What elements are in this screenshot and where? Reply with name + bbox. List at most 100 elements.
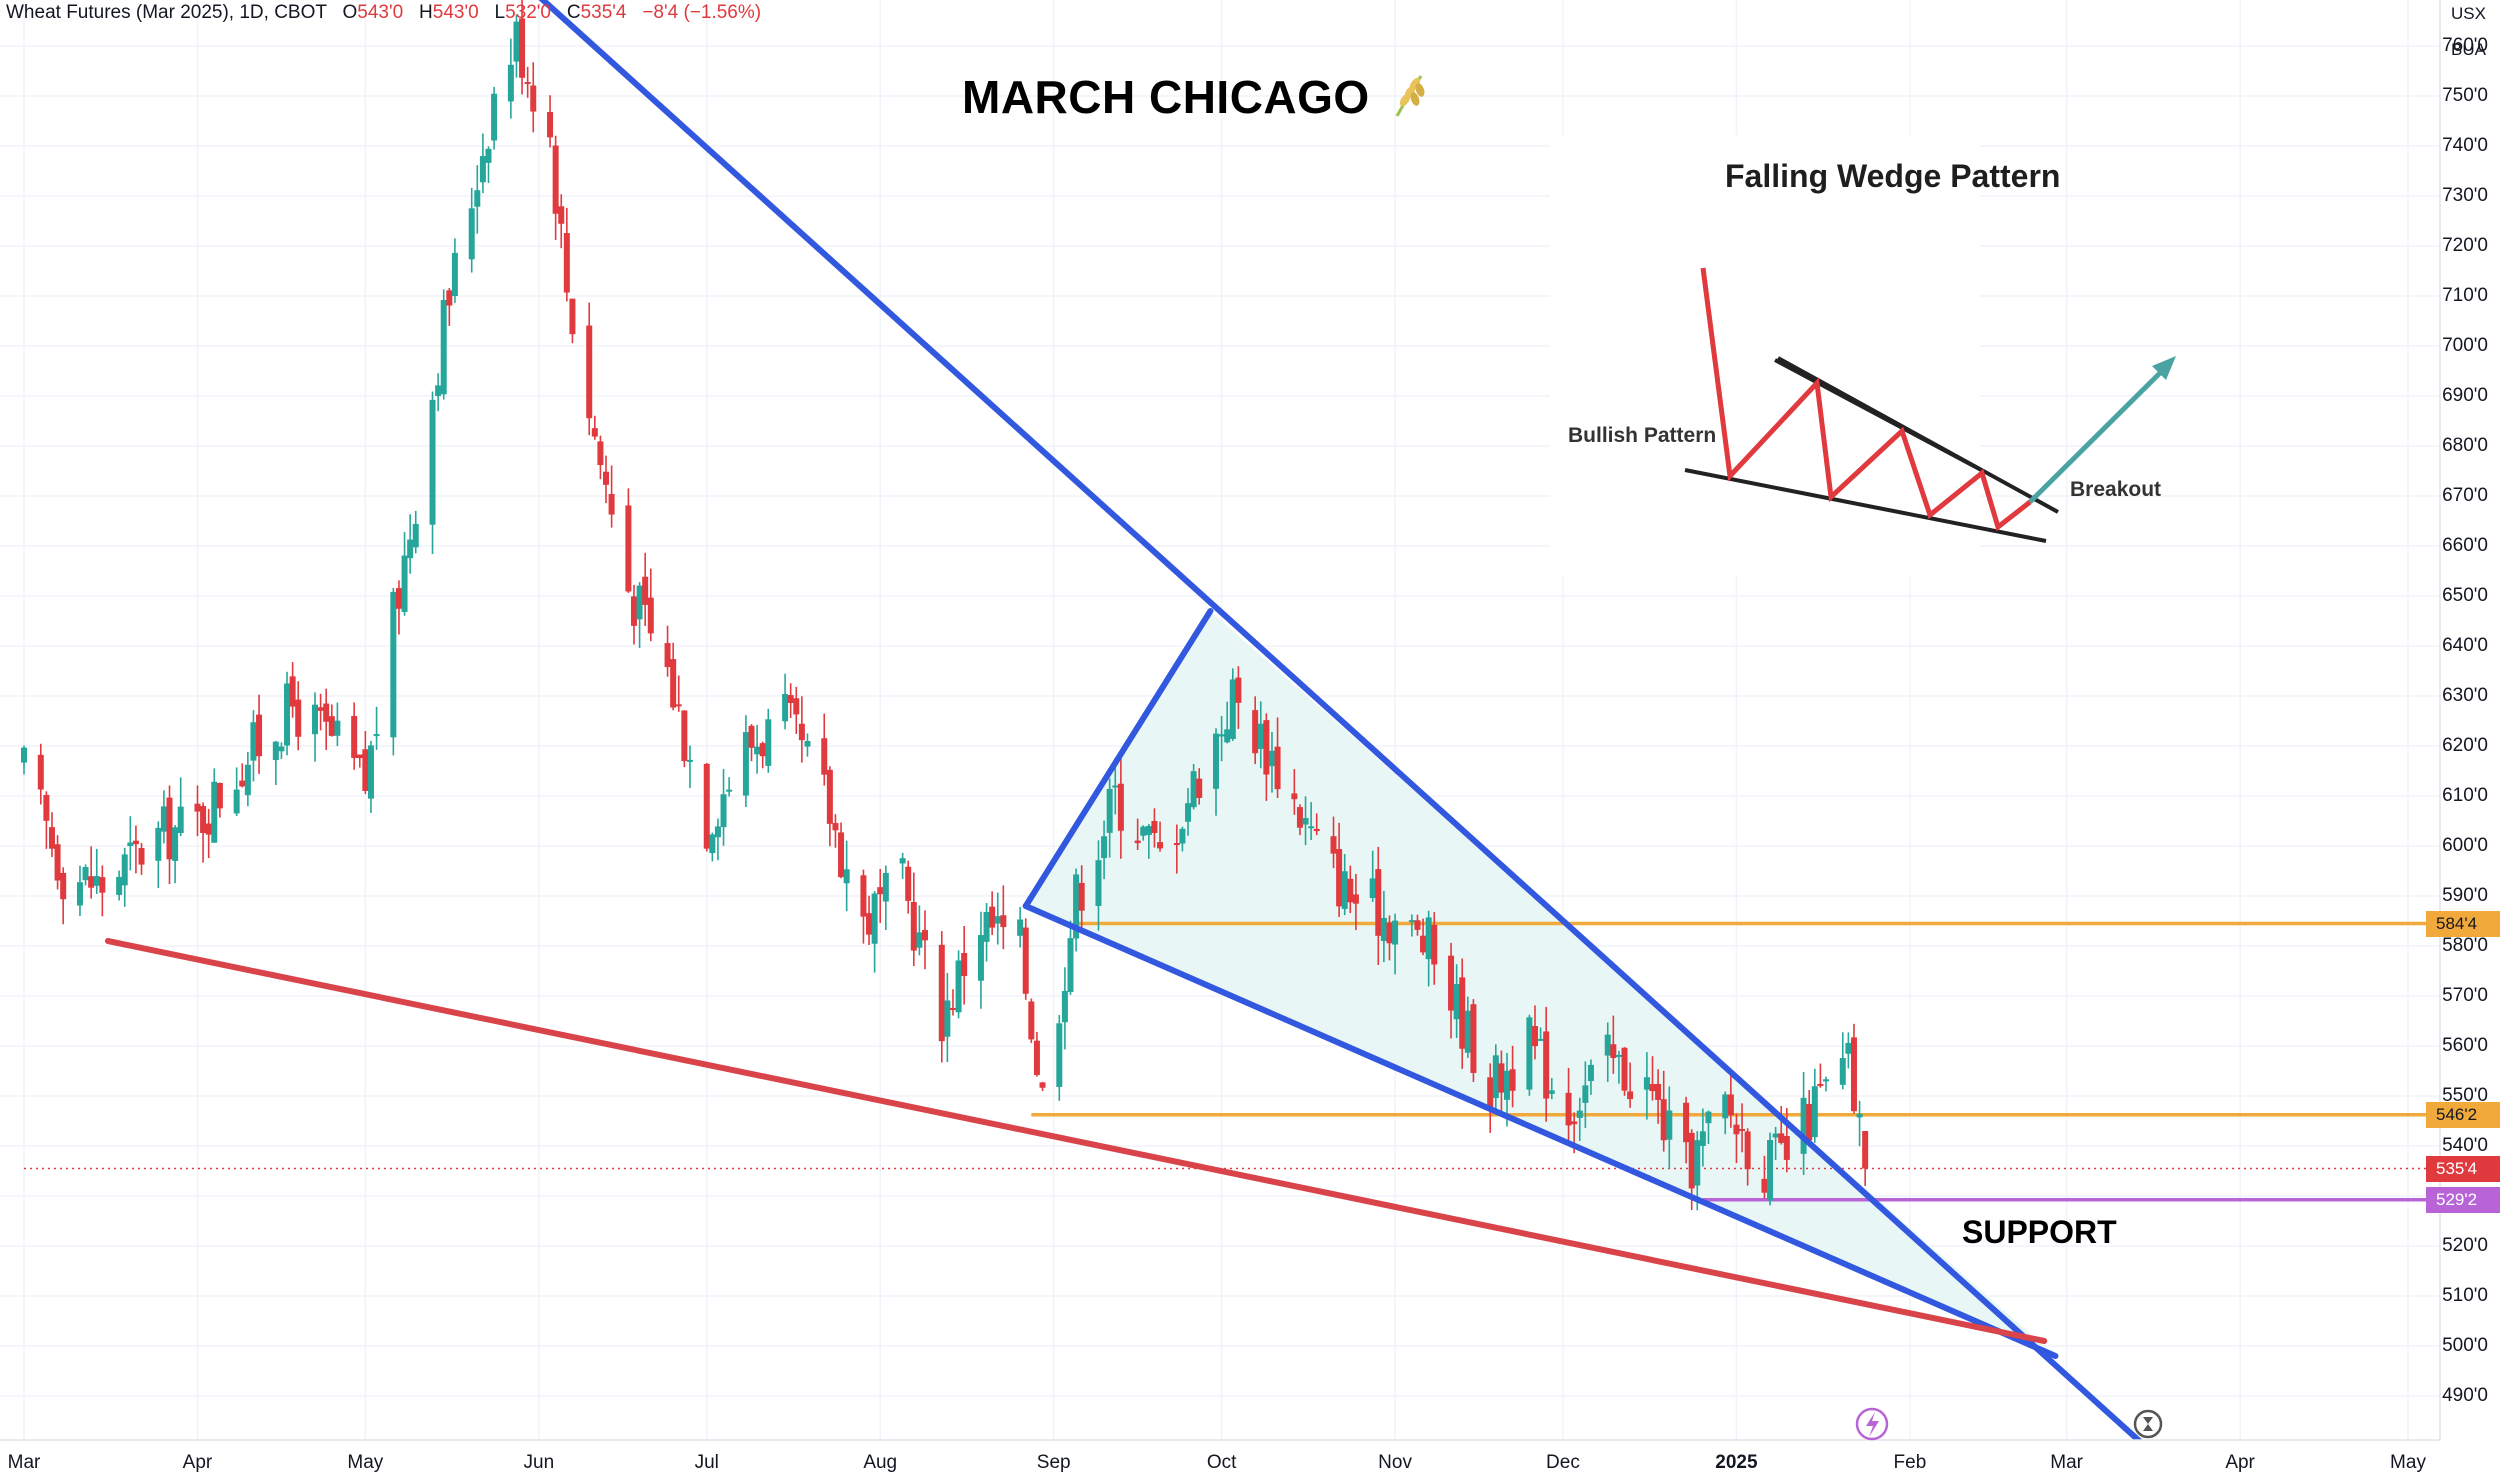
- candle-body: [356, 754, 363, 759]
- y-tick-label: 580'0: [2442, 935, 2488, 956]
- candle-body: [1039, 1082, 1046, 1088]
- candle-body: [798, 723, 805, 741]
- y-tick-label: 690'0: [2442, 385, 2488, 406]
- candle-body: [116, 876, 123, 895]
- trend-wedge-upper: [538, 0, 2143, 1444]
- candle-body: [211, 781, 218, 843]
- candle-body: [60, 872, 67, 900]
- candle-body: [944, 1000, 951, 1037]
- candle-body: [916, 932, 923, 948]
- candle-body: [877, 887, 884, 895]
- currency-tag[interactable]: USX: [2451, 4, 2486, 23]
- y-tick-label: 540'0: [2442, 1135, 2488, 1156]
- candle-body: [1134, 840, 1141, 844]
- candle-body: [1464, 1010, 1471, 1053]
- candle-body: [43, 794, 50, 821]
- inset-title: Falling Wedge Pattern: [1725, 158, 2061, 194]
- candle-body: [866, 913, 873, 935]
- candle-body: [1392, 920, 1399, 945]
- high-value: 543'0: [432, 2, 479, 23]
- candle-body: [826, 769, 833, 824]
- inset-zigzag: [1700, 267, 2032, 532]
- candle-body: [1067, 938, 1074, 992]
- wheat-icon: [1389, 72, 1429, 129]
- candle-body: [899, 858, 906, 864]
- candle-body: [507, 64, 514, 102]
- hourglass-shape-icon: [2143, 1417, 2153, 1431]
- candle-body: [284, 683, 291, 746]
- candle-body: [1157, 842, 1164, 849]
- candle-body: [99, 877, 106, 893]
- y-tick-label: 510'0: [2442, 1285, 2488, 1306]
- candle-body: [1190, 771, 1197, 808]
- candle-body: [1380, 917, 1387, 941]
- candle-body: [1112, 785, 1119, 788]
- candle-body: [821, 738, 828, 775]
- x-tick-label: 2025: [1715, 1452, 1758, 1473]
- candle-body: [1375, 869, 1382, 936]
- y-tick-label: 560'0: [2442, 1035, 2488, 1056]
- candle-body: [250, 722, 257, 761]
- candle-body: [1778, 1133, 1785, 1143]
- inset-lower-line: [1684, 468, 2047, 543]
- candle-body: [479, 156, 486, 183]
- y-tick-label: 620'0: [2442, 735, 2488, 756]
- candle-body: [407, 539, 414, 559]
- candle-body: [446, 290, 453, 306]
- candle-body: [1033, 1040, 1040, 1075]
- unit-tag[interactable]: BUA: [2451, 40, 2486, 59]
- candle-body: [1537, 1038, 1544, 1041]
- candle-body: [838, 832, 845, 878]
- candle-body: [155, 827, 162, 861]
- candle-body: [1056, 1023, 1063, 1087]
- candle-body: [647, 597, 654, 634]
- candle-body: [166, 797, 173, 860]
- x-tick-label: Jun: [523, 1452, 555, 1473]
- candle-body: [412, 523, 419, 548]
- inset-upper-line: [1777, 356, 2059, 514]
- candle-body: [983, 911, 990, 942]
- candle-body: [373, 734, 380, 737]
- candle-body: [1531, 1025, 1538, 1047]
- low-label: L: [494, 2, 506, 23]
- candle-body: [1336, 849, 1343, 907]
- y-tick-label: 700'0: [2442, 335, 2488, 356]
- candle-body: [1470, 1004, 1477, 1073]
- candle-body: [1341, 871, 1348, 909]
- candle-body: [832, 823, 839, 831]
- candle-body: [334, 720, 341, 736]
- candle-body: [1850, 1037, 1857, 1112]
- x-tick-label: Aug: [863, 1452, 898, 1473]
- candle-body: [1649, 1084, 1656, 1092]
- change-value: −8'4 (−1.56%): [642, 2, 762, 23]
- candle-body: [1408, 920, 1415, 923]
- candle-body: [1504, 1070, 1511, 1100]
- candle-body: [1263, 720, 1270, 775]
- candle-body: [1117, 783, 1124, 831]
- candle-body: [787, 695, 794, 703]
- candle-body: [1660, 1099, 1667, 1141]
- candle-body: [754, 746, 761, 755]
- candle-body: [1783, 1136, 1790, 1160]
- candle-body: [882, 872, 889, 902]
- candle-body: [989, 906, 996, 928]
- candle-body: [1218, 734, 1225, 737]
- candle-body: [709, 834, 716, 854]
- y-tick-label: 660'0: [2442, 535, 2488, 556]
- x-tick-label: Mar: [7, 1452, 41, 1473]
- candle-body: [1000, 915, 1007, 928]
- candle-body: [1727, 1094, 1734, 1116]
- candle-body: [1313, 828, 1320, 832]
- candle-body: [1425, 917, 1432, 960]
- candle-body: [1224, 729, 1231, 743]
- candle-body: [239, 780, 246, 787]
- candle-body: [1420, 935, 1427, 953]
- candle-body: [1017, 919, 1024, 936]
- candle-body: [1845, 1042, 1852, 1054]
- low-value: 532'0: [505, 2, 551, 23]
- y-tick-label: 520'0: [2442, 1235, 2488, 1256]
- candle-body: [1173, 843, 1180, 846]
- x-tick-label: Nov: [1378, 1452, 1412, 1473]
